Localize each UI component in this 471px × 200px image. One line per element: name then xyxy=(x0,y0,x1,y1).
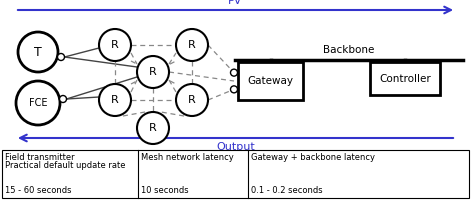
Circle shape xyxy=(18,32,58,72)
Text: Output: Output xyxy=(216,142,255,152)
Circle shape xyxy=(176,84,208,116)
Circle shape xyxy=(57,53,65,60)
Text: 10 seconds: 10 seconds xyxy=(141,186,188,195)
Circle shape xyxy=(99,29,131,61)
Text: R: R xyxy=(149,67,157,77)
Text: Mesh network latency: Mesh network latency xyxy=(141,153,234,162)
Circle shape xyxy=(230,69,237,76)
Circle shape xyxy=(99,84,131,116)
Text: Field transmitter: Field transmitter xyxy=(5,153,74,162)
Text: Backbone: Backbone xyxy=(323,45,375,55)
Text: 15 - 60 seconds: 15 - 60 seconds xyxy=(5,186,72,195)
Text: FCE: FCE xyxy=(29,98,47,108)
Circle shape xyxy=(230,86,237,93)
Text: Gateway: Gateway xyxy=(247,76,293,86)
Text: R: R xyxy=(111,40,119,50)
Text: 0.1 - 0.2 seconds: 0.1 - 0.2 seconds xyxy=(251,186,323,195)
Circle shape xyxy=(137,56,169,88)
Text: R: R xyxy=(188,95,196,105)
Bar xyxy=(238,62,303,100)
Text: Controller: Controller xyxy=(379,73,431,84)
Text: PV: PV xyxy=(228,0,243,6)
Circle shape xyxy=(176,29,208,61)
Text: R: R xyxy=(188,40,196,50)
Circle shape xyxy=(16,81,60,125)
Bar xyxy=(370,62,440,95)
Text: R: R xyxy=(149,123,157,133)
Text: T: T xyxy=(34,46,42,58)
Bar xyxy=(2,150,469,198)
Text: Practical default update rate: Practical default update rate xyxy=(5,162,125,170)
Text: Gateway + backbone latency: Gateway + backbone latency xyxy=(251,153,375,162)
Circle shape xyxy=(137,112,169,144)
Text: R: R xyxy=(111,95,119,105)
Circle shape xyxy=(59,96,66,102)
